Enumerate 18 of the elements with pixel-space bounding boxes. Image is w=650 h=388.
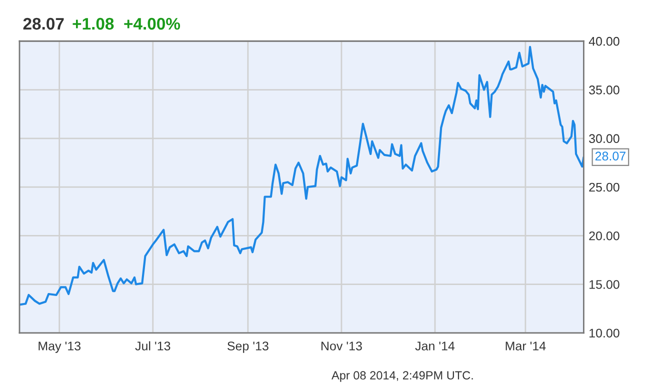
text: Apr 08 2014, 2:49PM UTC. (332, 371, 473, 382)
y-tick-label: 40.00 (588, 36, 620, 46)
x-tick-label: Mar '14 (506, 342, 546, 350)
chart-title: 28.07 (23, 18, 64, 30)
x-tick-label: May '13 (38, 342, 81, 353)
x-tick-label: Sep '13 (228, 342, 268, 353)
y-tick-label: 10.00 (590, 328, 620, 338)
annotation: 28.07 (595, 152, 626, 161)
y-tick-label: 20.00 (589, 231, 620, 240)
line-series (20, 46, 584, 306)
chart-subtitle: +1.08 +4.00% (72, 18, 180, 30)
y-tick-label: 15.00 (590, 280, 620, 289)
x-tick-label: Nov '13 (321, 342, 362, 350)
x-tick-label: Jan '14 (415, 342, 455, 350)
y-tick-label: 30.00 (589, 134, 620, 144)
y-tick-label: 25.00 (589, 182, 620, 192)
y-tick-label: 35.00 (589, 86, 620, 94)
x-tick-label: Jul '13 (135, 341, 170, 350)
